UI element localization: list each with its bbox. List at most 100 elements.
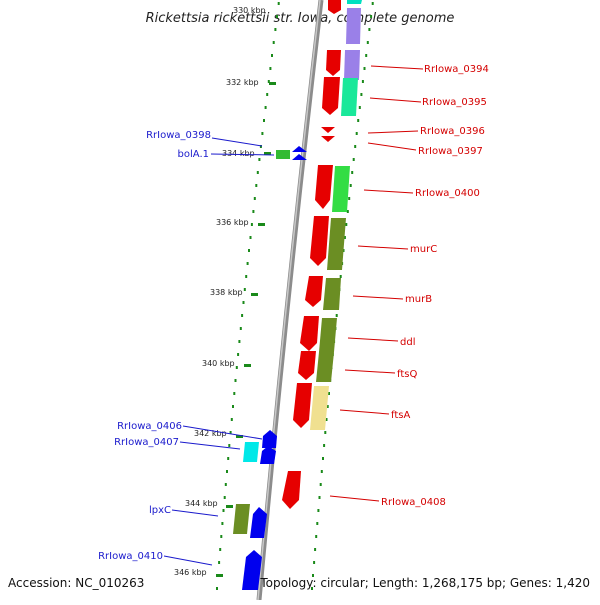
ring-dot [230,418,233,421]
gene-arrow-reverse[interactable] [262,430,277,448]
ring-dot [271,54,273,57]
ring-dot [226,470,228,473]
feature-block[interactable] [319,318,337,352]
feature-block[interactable] [233,504,250,534]
ring-dot [242,301,245,304]
kbp-label-342: 342 kbp [194,429,227,438]
ring-dot [274,28,277,31]
leader-line [329,495,380,502]
feature-block[interactable] [310,386,329,430]
gene-arrow-reverse[interactable] [260,446,276,464]
feature-block[interactable] [332,166,350,212]
ring-dot [220,535,223,538]
gene-label-rriowa-0400[interactable]: RrIowa_0400 [415,188,480,199]
kbp-label-330: 330 kbp [233,6,266,15]
ring-dot [366,41,369,44]
ring-dot [222,509,225,512]
gene-label-rriowa-0394[interactable]: RrIowa_0394 [424,64,489,75]
feature-block[interactable] [347,0,362,4]
gene-arrow-forward[interactable] [305,276,323,307]
gene-arrow-forward[interactable] [293,383,312,428]
gene-label-rriowa-0410[interactable]: RrIowa_0410 [98,551,163,562]
ring-dot [361,80,364,83]
leader-line [179,441,241,450]
ring-dot [368,28,371,31]
ring-dot [234,379,237,382]
feature-block[interactable] [346,8,361,44]
gene-label-rriowa-0398[interactable]: RrIowa_0398 [146,130,211,141]
gene-arrow-reverse[interactable] [250,507,267,538]
feature-block[interactable] [243,442,259,462]
leader-line [370,65,424,70]
kbp-label-338: 338 kbp [210,288,243,297]
ring-dot [245,275,248,278]
ring-dot [335,314,338,317]
ring-dot [346,210,349,213]
ring-dot [315,535,318,538]
feature-block[interactable] [323,278,341,310]
gene-label-rriowa-0396[interactable]: RrIowa_0396 [420,126,485,137]
leader-line [363,189,414,194]
kbp-label-344: 344 kbp [185,499,218,508]
feature-block[interactable] [316,352,334,382]
gene-arrow-forward[interactable] [326,50,341,76]
feature-block[interactable] [344,50,360,80]
gene-arrow-forward[interactable] [322,77,340,115]
ring-dot [365,54,368,57]
ring-dot [313,561,316,564]
kbp-tick-332 [269,82,276,85]
gene-label-murb[interactable]: murB [405,294,432,305]
gene-arrow-forward[interactable] [298,351,316,380]
gene-label-ftsq[interactable]: ftsQ [397,369,417,380]
gene-label-rriowa-0407[interactable]: RrIowa_0407 [114,437,179,448]
gene-arrow-reverse[interactable] [242,550,262,590]
gene-arrow-forward[interactable] [328,0,341,14]
ring-dot [276,15,278,18]
ring-dot [272,41,275,44]
gene-arrow-forward[interactable] [282,471,301,509]
gene-label-rriowa-0397[interactable]: RrIowa_0397 [418,146,483,157]
kbp-tick-344 [226,505,233,508]
leader-line [347,337,399,342]
gene-arrow-forward[interactable] [310,216,329,266]
gene-label-rriowa-0408[interactable]: RrIowa_0408 [381,497,446,508]
ring-dot [343,236,346,239]
gene-arrow-forward[interactable] [321,127,335,133]
ring-dot [256,171,259,174]
ring-dot [259,145,262,148]
kbp-tick-338 [251,293,258,296]
feature-blocks [233,0,362,534]
ring-dot [323,444,326,447]
ring-dot [235,366,238,369]
feature-block[interactable] [327,218,346,270]
gene-label-murc[interactable]: murC [410,244,437,255]
gene-label-rriowa-0406[interactable]: RrIowa_0406 [117,421,182,432]
feature-block[interactable] [341,78,358,116]
ring-dot [250,223,253,226]
gene-arrow-forward[interactable] [315,165,333,209]
ring-dot [328,392,330,395]
gene-arrow-reverse[interactable] [292,154,307,160]
gene-label-bola-1[interactable]: bolA.1 [178,149,209,160]
gene-arrow-forward[interactable] [321,136,335,142]
feature-block[interactable] [276,150,290,159]
ring-dot [216,587,218,590]
gene-label-ddl[interactable]: ddl [400,337,415,348]
ring-dot [253,197,256,200]
gene-arrow-reverse[interactable] [292,146,307,152]
ring-dot [351,171,354,174]
gene-label-rriowa-0395[interactable]: RrIowa_0395 [422,97,487,108]
ring-dot [312,574,314,577]
ring-dot [325,418,328,421]
ring-dot [248,249,250,252]
gene-label-lpxc[interactable]: lpxC [149,505,171,516]
gene-label-ftsa[interactable]: ftsA [391,410,410,421]
ring-dot [317,509,320,512]
gene-arrow-forward[interactable] [300,316,319,351]
ring-dot [221,522,224,525]
ring-dot [261,132,264,135]
map-title: Rickettsia rickettsii str. Iowa, complet… [146,11,455,26]
kbp-tick-342 [236,435,243,438]
ring-dot [320,470,323,473]
